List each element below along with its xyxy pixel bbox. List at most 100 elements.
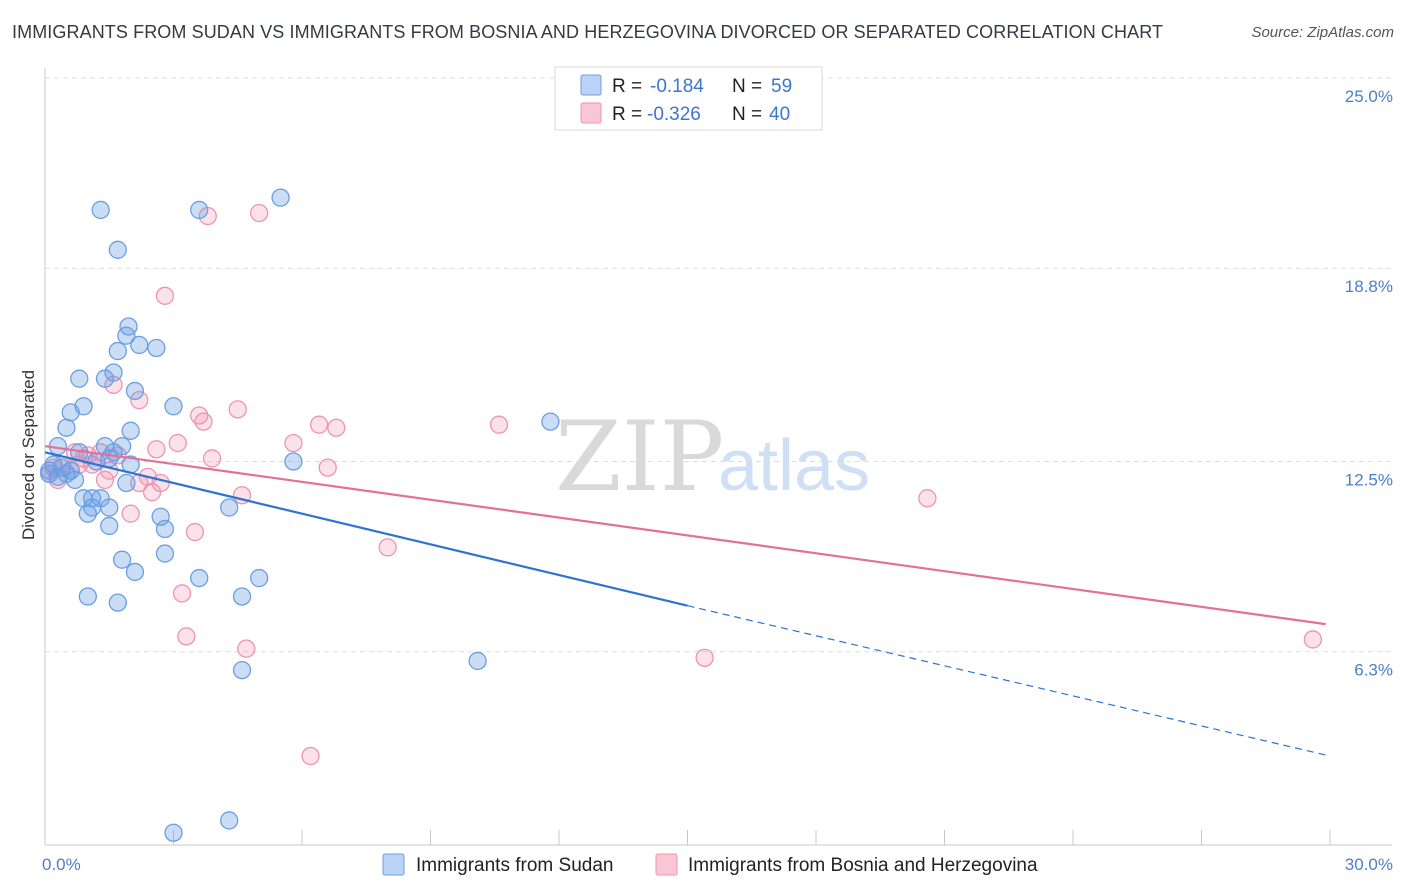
legend-n-value-sudan: 59	[771, 76, 792, 97]
legend-swatch-bosnia	[580, 102, 602, 124]
bosnia-point-42	[695, 648, 714, 668]
axes	[44, 68, 1392, 846]
bottom-legend-label-bosnia: Immigrants from Bosnia and Herzegovina	[688, 855, 1038, 876]
x-tick-labels: 0.0% 30.0%	[42, 855, 1393, 874]
sudan-point-45	[190, 200, 209, 220]
sudan-point-6	[57, 418, 76, 437]
bosnia-point-43	[918, 489, 937, 508]
y-tick-label-3: 6.3%	[1354, 661, 1393, 680]
sudan-point-36	[125, 562, 145, 582]
bosnia-point-31	[228, 400, 247, 419]
grid	[45, 77, 1392, 653]
bottom-legend-label-sudan: Immigrants from Sudan	[416, 855, 613, 876]
sudan-point-38	[147, 338, 166, 358]
bosnia-point-17	[130, 390, 149, 410]
sudan-point-29	[117, 473, 136, 493]
sudan-point-11	[70, 369, 89, 388]
sudan-point-32	[121, 421, 140, 440]
bosnia-point-22	[155, 286, 175, 305]
sudan-point-52	[284, 452, 303, 471]
watermark-atlas: atlas	[718, 426, 870, 506]
bosnia-point-28	[194, 412, 213, 431]
sudan-point-47	[220, 498, 239, 517]
trend-lines	[44, 445, 1331, 757]
bosnia-point-37	[309, 415, 329, 434]
sudan-point-53	[468, 651, 487, 671]
bosnia-point-39	[327, 418, 346, 437]
bosnia-point-36	[301, 746, 320, 766]
sudan-point-8	[65, 470, 85, 490]
bottom-legend-swatch-sudan	[382, 853, 405, 876]
bosnia-point-41	[489, 415, 509, 434]
legend-r-value-bosnia: -0.326	[647, 104, 701, 125]
legend: R = -0.184 N = 59 R = -0.326 N = 40	[554, 66, 823, 131]
bosnia-point-11	[95, 470, 115, 490]
series-sudan-points	[40, 188, 560, 842]
sudan-point-54	[541, 412, 560, 431]
bottom-legend-swatch-bosnia	[655, 853, 678, 876]
y-tick-label-2: 12.5%	[1345, 471, 1393, 490]
x-tick-label-1: 30.0%	[1345, 855, 1393, 874]
sudan-point-44	[108, 593, 127, 612]
sudan-point-28	[112, 437, 132, 456]
legend-n-value-bosnia: 40	[769, 104, 790, 125]
sudan-point-22	[91, 200, 110, 220]
chart-title: IMMIGRANTS FROM SUDAN VS IMMIGRANTS FROM…	[12, 22, 1164, 42]
chart-source: Source: ZipAtlas.com	[1251, 24, 1394, 41]
legend-swatch-sudan	[580, 74, 602, 96]
sudan-point-42	[164, 397, 183, 416]
sudan-point-56	[220, 811, 239, 830]
bosnia-point-34	[250, 203, 269, 223]
sudan-point-48	[232, 587, 252, 606]
bosnia-point-15	[121, 504, 140, 523]
legend-r-label-bosnia: R =	[612, 104, 642, 125]
sudan-point-49	[250, 568, 269, 588]
bosnia-point-40	[378, 538, 397, 557]
x-tick-label-0: 0.0%	[42, 855, 81, 874]
sudan-point-35	[112, 550, 132, 569]
y-tick-label-1: 18.8%	[1345, 277, 1393, 296]
bosnia-point-24	[172, 584, 192, 603]
sudan-point-50	[232, 660, 252, 680]
legend-r-label-sudan: R =	[612, 76, 642, 97]
bosnia-point-25	[177, 627, 196, 646]
sudan-point-43	[78, 587, 97, 606]
bosnia-point-23	[168, 433, 187, 453]
sudan-point-57	[40, 464, 59, 483]
sudan-point-25	[108, 240, 127, 259]
bosnia-point-20	[147, 440, 166, 459]
sudan-point-24	[104, 363, 123, 382]
watermark: ZIP atlas	[555, 401, 870, 513]
sudan-trend-extrapolation	[687, 605, 1331, 757]
y-tick-label-0: 25.0%	[1345, 87, 1393, 106]
sudan-point-46	[190, 568, 209, 588]
sudan-point-31	[119, 317, 138, 336]
bosnia-point-38	[318, 458, 337, 477]
sudan-point-26	[108, 341, 127, 361]
bosnia-point-21	[151, 473, 170, 493]
legend-r-value-sudan: -0.184	[650, 76, 704, 97]
bosnia-point-26	[185, 522, 205, 542]
bosnia-point-44	[1303, 630, 1323, 649]
sudan-point-34	[125, 381, 145, 401]
bosnia-point-30	[202, 449, 222, 468]
sudan-point-37	[130, 335, 149, 355]
sudan-point-41	[155, 519, 175, 539]
sudan-point-23	[100, 516, 119, 536]
bottom-legend: Immigrants from Sudan Immigrants from Bo…	[382, 853, 1038, 876]
sudan-point-55	[164, 823, 183, 842]
sudan-point-19	[100, 498, 119, 517]
y-tick-labels: 25.0% 18.8% 12.5% 6.3%	[1345, 87, 1393, 680]
bosnia-point-33	[237, 639, 256, 658]
sudan-point-51	[271, 188, 290, 207]
watermark-zip: ZIP	[555, 401, 724, 513]
bosnia-point-35	[284, 433, 303, 453]
sudan-point-40	[155, 544, 175, 563]
bosnia-trend-line	[44, 445, 1326, 626]
sudan-trend-line	[44, 451, 688, 607]
y-axis-label: Divorced or Separated	[19, 370, 38, 540]
legend-n-label-bosnia: N =	[732, 104, 762, 125]
legend-n-label-sudan: N =	[732, 76, 762, 97]
sudan-point-58	[61, 461, 80, 480]
